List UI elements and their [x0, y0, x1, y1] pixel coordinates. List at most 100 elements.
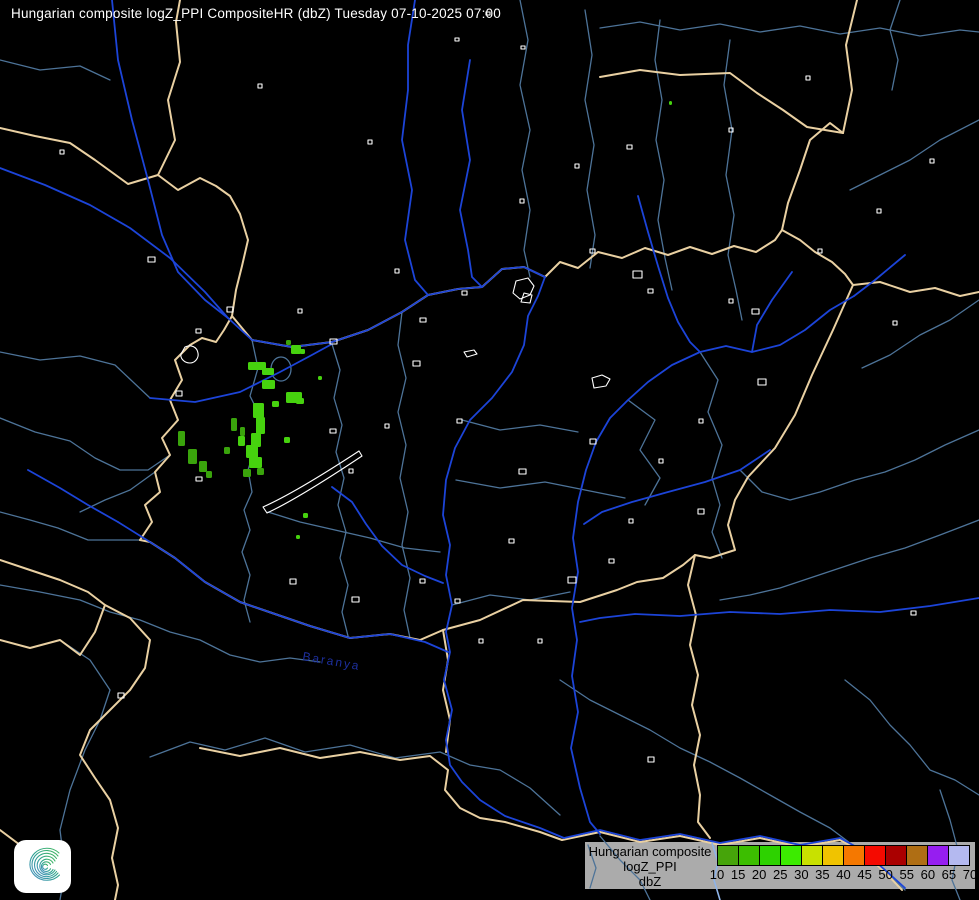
radar-echo [296, 535, 300, 539]
radar-echo-layer [178, 101, 672, 539]
city-outline [658, 458, 664, 464]
legend-color-box [864, 845, 886, 866]
pale-river-layer [711, 842, 721, 900]
city-outline [419, 317, 427, 323]
legend-tick-label: 15 [730, 867, 746, 882]
legend-title-line1: Hungarian composite [588, 844, 712, 859]
city-outline [697, 508, 705, 515]
legend-color-ramp [717, 845, 970, 866]
radar-echo [178, 431, 185, 446]
legend-color-box [738, 845, 760, 866]
city-outline [647, 288, 654, 294]
radar-echo [199, 461, 207, 472]
map-title: Hungarian composite logZ_PPI CompositeHR… [11, 6, 501, 21]
legend-title-line2: logZ_PPI [623, 859, 677, 874]
legend-color-box [801, 845, 823, 866]
legend-tick-label: 10 [709, 867, 725, 882]
city-outline [117, 692, 125, 699]
radar-echo [243, 469, 251, 477]
city-outline [574, 163, 580, 169]
lake-balaton-outline [262, 450, 363, 514]
city-outline [628, 518, 634, 524]
legend-unit-label: dbZ [638, 874, 662, 889]
city-outline [419, 578, 426, 584]
city-outline [175, 390, 183, 397]
city-outline [698, 418, 704, 424]
city-outline [626, 144, 633, 150]
city-outline [567, 576, 577, 584]
radar-echo [284, 437, 290, 443]
city-outline [147, 256, 156, 263]
legend-color-box [843, 845, 865, 866]
city-outline [351, 596, 360, 603]
radar-echo [296, 398, 304, 404]
radar-echo [257, 468, 264, 475]
legend-tick-label: 60 [920, 867, 936, 882]
city-outline [757, 378, 767, 386]
radar-echo [240, 427, 245, 436]
legend-tick-label: 65 [941, 867, 957, 882]
legend-color-box [927, 845, 949, 866]
city-outline [876, 208, 882, 214]
city-outline [910, 610, 917, 616]
city-outline [485, 11, 491, 16]
city-outline [518, 468, 527, 475]
color-scale-legend: Hungarian composite logZ_PPI dbZ 10 15 20 2… [585, 842, 978, 889]
city-outline [454, 598, 461, 604]
legend-tick-label: 45 [857, 867, 872, 882]
legend-tick-label: 20 [751, 867, 767, 882]
city-outline [728, 298, 734, 304]
radar-echo [246, 445, 258, 458]
city-outline [519, 198, 525, 204]
legend-color-box [906, 845, 928, 866]
lake-ferto-outline [180, 345, 199, 364]
city-outline [508, 538, 515, 544]
radar-echo [251, 433, 261, 447]
city-outline [329, 338, 338, 345]
legend-color-box [885, 845, 907, 866]
radar-echo [249, 457, 262, 468]
radar-echo [262, 380, 275, 389]
city-outline [367, 139, 373, 145]
legend-title-block: Hungarian composite logZ_PPI dbZ [585, 844, 715, 889]
city-outline [929, 158, 935, 164]
city-outline [348, 468, 354, 474]
city-outline [478, 638, 484, 644]
city-outline [456, 418, 463, 424]
radar-echo [291, 345, 301, 354]
city-outline [195, 328, 202, 334]
radar-echo [188, 449, 197, 464]
legend-tick-label: 25 [773, 867, 788, 882]
legend-tick-labels: 10 15 20 25 30 35 40 45 50 55 60 65 70 [710, 867, 977, 883]
city-outline [289, 578, 297, 585]
city-outline [454, 37, 460, 42]
city-outline [817, 248, 823, 254]
city-outline [589, 248, 596, 254]
city-outline [751, 308, 760, 315]
radar-echo [286, 340, 291, 345]
city-outline [520, 292, 533, 304]
radar-echo [318, 376, 322, 380]
legend-tick-label: 70 [962, 867, 978, 882]
city-outline [520, 45, 526, 50]
radar-echo [256, 417, 265, 434]
legend-color-box [759, 845, 781, 866]
city-outline [195, 476, 203, 482]
lakes-and-cities-layer [59, 11, 935, 763]
city-outline [728, 127, 734, 133]
lake-velence-outline [463, 349, 478, 358]
city-outline [608, 558, 615, 564]
radar-echo [272, 401, 279, 407]
radar-echo [231, 418, 237, 431]
legend-color-box [822, 845, 844, 866]
radar-echo [303, 513, 308, 518]
legend-tick-label: 35 [815, 867, 830, 882]
city-outline [297, 308, 303, 314]
radar-echo [206, 471, 212, 478]
city-outline [329, 428, 337, 434]
radar-echo [224, 447, 230, 454]
legend-tick-label: 40 [836, 867, 851, 882]
city-outline [412, 360, 421, 367]
